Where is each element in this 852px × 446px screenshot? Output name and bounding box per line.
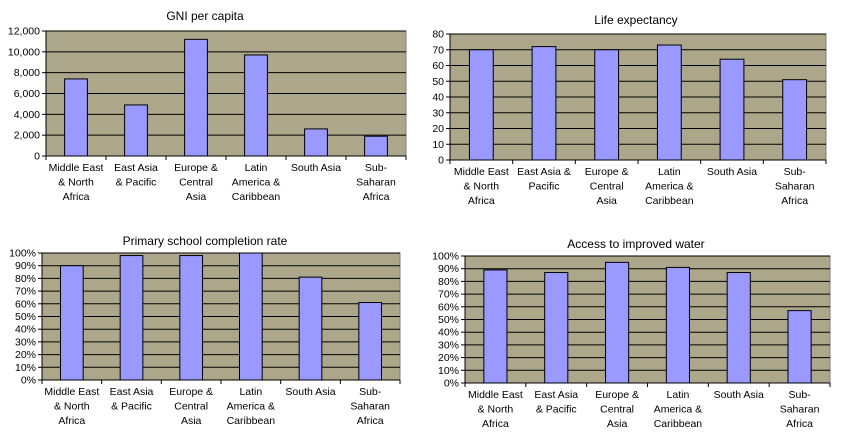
primary-school-plot: 0%10%20%30%40%50%60%70%80%90%100% Middle … xyxy=(9,248,401,427)
y-tick-label: 0 xyxy=(438,155,444,167)
x-tick-label: South Asia xyxy=(714,389,764,401)
y-tick-label: 100% xyxy=(432,251,459,263)
chart-access-improved-water: Access to improved water 0% 10% 20% 30% 40% 5… xyxy=(420,225,852,446)
y-tick-label: 50% xyxy=(438,314,459,326)
bar xyxy=(304,128,328,157)
x-tick-label: Sub-Saharan Africa xyxy=(356,162,396,203)
x-tick-label: Sub-Saharan Africa xyxy=(350,386,390,427)
y-tick-label: 50 xyxy=(432,76,444,88)
chart-title: GNI per capita xyxy=(166,9,244,23)
y-tick-label: 0% xyxy=(444,378,459,390)
y-tick-label: 80% xyxy=(438,276,459,288)
x-tick-label: Europe & Central Asia xyxy=(585,166,629,207)
bar xyxy=(364,135,388,157)
y-tick-label: 100% xyxy=(9,248,36,260)
y-tick-label: 4,000 xyxy=(14,109,40,121)
bar xyxy=(656,44,682,161)
bar xyxy=(531,46,557,161)
y-tick-label: 10 xyxy=(432,139,444,151)
y-tick-label: 60 xyxy=(432,60,444,72)
y-tick-label: 0 xyxy=(34,151,40,163)
bar xyxy=(244,54,268,157)
y-tick-label: 40% xyxy=(438,327,459,339)
y-tick-label: 30% xyxy=(15,336,36,348)
x-tick-label: Europe & Central Asia xyxy=(174,162,218,203)
x-tick-label: Europe & Central Asia xyxy=(169,386,213,427)
y-tick-label: 12,000 xyxy=(8,26,40,38)
y-tick-label: 10,000 xyxy=(8,46,40,58)
bar xyxy=(119,255,144,381)
y-tick-label: 80% xyxy=(15,273,36,285)
x-tick-label: East Asia & Pacific xyxy=(110,386,154,413)
y-tick-label: 70% xyxy=(15,286,36,298)
chart-life-expectancy: Life expectancy 0 10 20 30 40 50 60 70 80 Middle … xyxy=(420,0,852,215)
bar xyxy=(665,266,690,384)
life-expectancy-plot: 0 10 20 30 40 50 60 70 80 Middle East & North Afric… xyxy=(432,29,827,207)
y-tick-label: 20% xyxy=(15,349,36,361)
chart-primary-school-completion: Primary school completion rate 0% 10% 20% 3… xyxy=(0,225,410,446)
chart-gni-per-capita: GNI per capita 0 2,000 4,000 6,000 8,000 10,0… xyxy=(0,0,410,215)
y-tick-label: 6,000 xyxy=(14,88,40,100)
x-tick-label: East Asia & Pacific xyxy=(517,166,571,193)
water-access-plot: 0%10%20%30%40%50%60%70%80%90%100% Middle … xyxy=(432,251,831,430)
x-tick-label: East Asia & Pacific xyxy=(114,162,158,189)
x-tick-label: Sub-Saharan Africa xyxy=(775,166,815,207)
gni-plot: 0 2,000 4,000 6,000 8,000 10,000 12,000 Middle … xyxy=(8,26,407,203)
bar xyxy=(298,276,323,381)
bar xyxy=(605,261,630,384)
x-tick-label: Middle East & North Africa xyxy=(468,389,523,430)
y-tick-label: 70% xyxy=(438,289,459,301)
bar xyxy=(544,272,569,384)
y-tick-label: 20% xyxy=(438,352,459,364)
x-tick-label: Middle East & North Africa xyxy=(454,166,509,207)
x-tick-label: Latin America & Caribbean xyxy=(645,166,694,207)
y-tick-label: 40 xyxy=(432,92,444,104)
y-tick-label: 90% xyxy=(15,260,36,272)
y-tick-label: 8,000 xyxy=(14,67,40,79)
chart-title: Access to improved water xyxy=(567,237,705,251)
bar xyxy=(179,255,204,381)
bar xyxy=(483,269,508,384)
bar xyxy=(64,78,88,157)
y-tick-label: 30 xyxy=(432,107,444,119)
x-tick-label: Latin America & Caribbean xyxy=(232,162,281,203)
x-tick-label: East Asia & Pacific xyxy=(534,389,578,416)
y-tick-label: 70 xyxy=(432,44,444,56)
bar xyxy=(726,272,751,384)
x-tick-label: South Asia xyxy=(285,386,335,398)
bar xyxy=(787,310,812,384)
x-tick-label: Middle East & North Africa xyxy=(44,386,99,427)
bar xyxy=(782,79,808,161)
bar xyxy=(238,252,263,381)
bar xyxy=(59,265,84,381)
y-tick-label: 0% xyxy=(21,375,36,387)
x-tick-label: South Asia xyxy=(707,166,757,178)
x-tick-label: South Asia xyxy=(291,162,341,174)
x-tick-label: Sub-Saharan Africa xyxy=(780,389,820,430)
bar xyxy=(184,38,208,157)
y-tick-label: 20 xyxy=(432,123,444,135)
y-tick-label: 10% xyxy=(438,365,459,377)
y-tick-label: 40% xyxy=(15,324,36,336)
x-tick-label: Latin America & Caribbean xyxy=(654,389,703,430)
y-tick-label: 60% xyxy=(438,301,459,313)
chart-title: Primary school completion rate xyxy=(122,234,288,248)
bar xyxy=(594,49,620,161)
x-tick-label: Europe & Central Asia xyxy=(595,389,639,430)
chart-title: Life expectancy xyxy=(594,13,678,27)
y-tick-label: 10% xyxy=(15,362,36,374)
bar xyxy=(468,49,494,161)
y-tick-label: 30% xyxy=(438,339,459,351)
y-tick-label: 60% xyxy=(15,298,36,310)
bar xyxy=(358,302,383,381)
x-tick-label: Latin America & Caribbean xyxy=(227,386,276,427)
x-tick-label: Middle East & North Africa xyxy=(49,162,104,203)
y-tick-label: 50% xyxy=(15,311,36,323)
y-tick-label: 90% xyxy=(438,263,459,275)
y-tick-label: 80 xyxy=(432,29,444,41)
bar xyxy=(719,58,745,161)
y-tick-label: 2,000 xyxy=(14,130,40,142)
bar xyxy=(124,104,148,157)
